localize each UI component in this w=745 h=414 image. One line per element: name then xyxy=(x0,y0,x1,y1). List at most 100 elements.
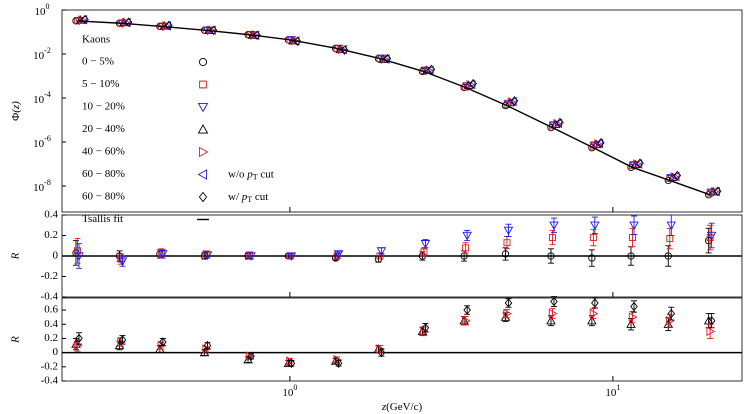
marker xyxy=(340,45,349,55)
tick-exponent: -8 xyxy=(44,178,51,187)
error-bar xyxy=(629,311,636,324)
error-bar xyxy=(629,227,636,248)
error-bar xyxy=(707,323,714,339)
error-bar xyxy=(591,216,598,234)
tick-base: 10 xyxy=(33,138,45,150)
marker xyxy=(333,250,344,259)
marker xyxy=(376,247,387,256)
error-bar xyxy=(547,248,554,264)
error-bar xyxy=(590,308,597,320)
tick-label: 100 xyxy=(35,2,50,18)
marker xyxy=(73,340,83,351)
marker xyxy=(334,358,343,368)
tick-exponent: -2 xyxy=(44,46,51,55)
marker xyxy=(636,158,644,168)
marker xyxy=(117,257,128,267)
error-bar xyxy=(204,342,211,349)
marker xyxy=(198,191,208,203)
tick-exponent: -4 xyxy=(44,90,51,99)
x-label-unit: (GeV/c) xyxy=(386,401,422,413)
error-bar xyxy=(668,214,675,236)
marker xyxy=(75,333,83,344)
tick-exponent: 0 xyxy=(293,383,297,392)
marker xyxy=(333,252,341,260)
error-bar xyxy=(248,352,255,360)
error-bar xyxy=(505,298,512,308)
marker xyxy=(549,221,559,231)
tick-label: 10-2 xyxy=(33,46,51,62)
y-tick-label: -0.4 xyxy=(41,375,59,387)
panel-frame xyxy=(61,9,743,213)
marker xyxy=(462,231,472,241)
error-bar xyxy=(549,308,556,320)
error-bar xyxy=(464,305,471,315)
marker xyxy=(556,117,564,128)
y-tick-label: 0.4 xyxy=(44,318,58,330)
marker xyxy=(503,308,512,319)
marker xyxy=(198,57,208,67)
marker xyxy=(376,252,384,260)
y-tick-label: 0.4 xyxy=(44,209,58,221)
error-bar xyxy=(631,215,638,235)
marker xyxy=(707,315,716,326)
marker xyxy=(706,326,716,337)
tick-exponent: 1 xyxy=(616,383,620,392)
y-tick-label: 0 xyxy=(53,250,59,262)
marker xyxy=(420,326,429,337)
marker xyxy=(590,221,600,231)
marker xyxy=(469,78,477,89)
marker xyxy=(666,221,677,231)
error-bar xyxy=(462,242,469,254)
marker xyxy=(118,335,127,345)
y-axis-label: R xyxy=(10,252,22,260)
marker xyxy=(197,124,209,134)
marker xyxy=(157,340,167,351)
y-tick-label: -0.2 xyxy=(41,360,58,372)
marker xyxy=(546,315,556,325)
error-bar xyxy=(335,251,342,257)
marker xyxy=(597,137,605,148)
marker xyxy=(383,53,392,64)
tick-label: 101 xyxy=(605,383,620,399)
error-bar xyxy=(420,326,427,337)
y-tick-label: -0.2 xyxy=(41,270,58,282)
legend-note: w/o pT cut xyxy=(228,168,274,181)
marker xyxy=(159,337,167,347)
x-axis-label: z(GeV/c) xyxy=(381,401,423,413)
marker xyxy=(629,221,639,231)
marker xyxy=(666,315,675,326)
error-bar xyxy=(288,359,295,367)
note-part: cut xyxy=(258,168,274,180)
marker xyxy=(197,102,209,113)
marker xyxy=(74,247,81,255)
error-bar xyxy=(503,308,510,319)
legend-title: Kaons xyxy=(82,34,110,46)
marker xyxy=(209,25,218,35)
note-part: w/ xyxy=(228,191,242,203)
marker xyxy=(548,308,558,319)
note-part: T xyxy=(247,195,252,204)
marker xyxy=(673,170,682,181)
marker xyxy=(706,234,714,241)
marker xyxy=(124,17,133,27)
fit-line xyxy=(77,20,711,196)
y-tick-label: 0.6 xyxy=(44,304,58,316)
error-bar xyxy=(288,253,295,259)
marker xyxy=(420,240,431,249)
y-axis-label: R xyxy=(10,336,22,344)
marker xyxy=(74,252,84,261)
marker xyxy=(463,305,471,315)
note-part: w/o xyxy=(228,168,247,180)
marker xyxy=(202,344,211,354)
tick-label: 10-8 xyxy=(33,178,51,194)
marker xyxy=(293,36,302,46)
marker xyxy=(589,234,597,241)
marker xyxy=(461,315,471,326)
marker xyxy=(286,356,295,366)
x-label-var: z xyxy=(381,401,387,413)
y-label-arg: (z) xyxy=(10,101,22,113)
marker xyxy=(202,251,213,260)
legend-label: 60 − 80% xyxy=(82,191,125,203)
legend-label: 10 − 20% xyxy=(82,101,125,113)
tick-label: 100 xyxy=(282,383,297,399)
